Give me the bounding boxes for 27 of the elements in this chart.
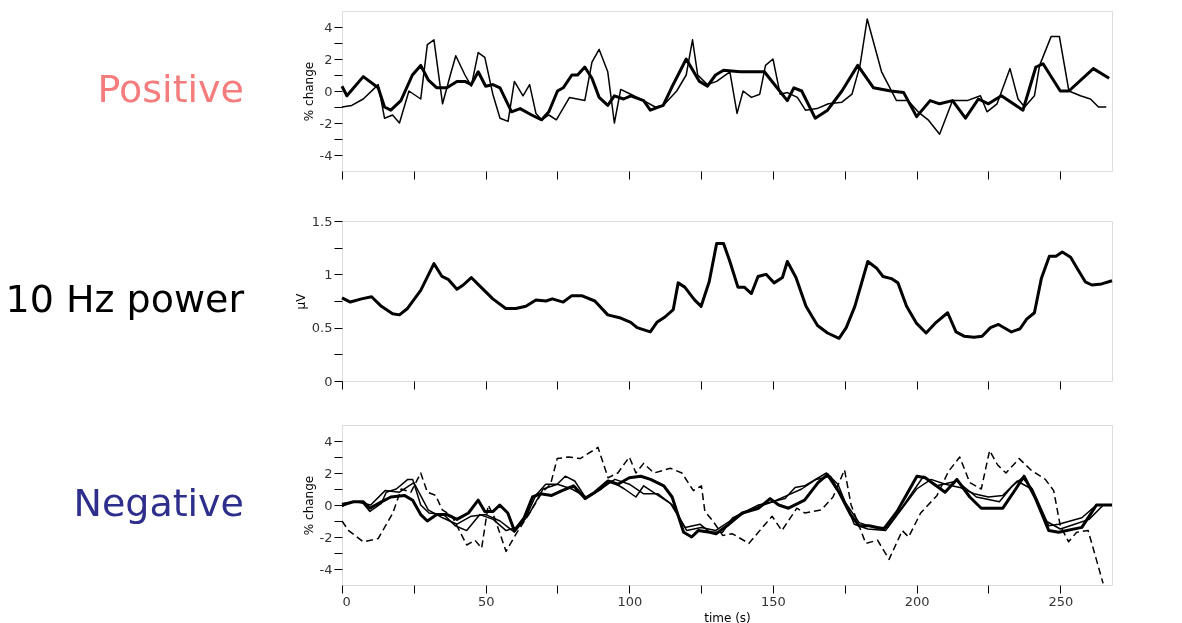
y-axis-title: µV [293, 292, 308, 310]
x-tick-label: 150 [761, 593, 786, 609]
y-tick-label: 2 [324, 465, 333, 481]
text: Negative [73, 481, 244, 525]
x-tick-label: 250 [1048, 593, 1074, 609]
y-tick-label: 0 [324, 373, 333, 389]
y-tick-label: 4 [324, 433, 333, 449]
y-tick-label: 1.5 [311, 213, 333, 229]
y-tick-label: -4 [319, 147, 333, 163]
y-tick-label: 0.5 [311, 320, 333, 336]
y-axis-title: % change [301, 475, 316, 536]
y-tick-label: -2 [319, 115, 333, 131]
y-tick-label: -2 [319, 529, 333, 545]
y-tick-label: -4 [319, 561, 333, 577]
y-tick-label: 2 [324, 51, 333, 67]
y-tick-label: 0 [324, 83, 333, 99]
x-axis-title: time (s) [704, 610, 751, 623]
text: Positive [97, 67, 244, 111]
text: 10 Hz power [5, 277, 245, 321]
y-tick-label: 1 [324, 266, 333, 282]
x-tick-label: 50 [477, 593, 495, 609]
y-tick-label: 4 [324, 19, 333, 35]
x-tick-label: 200 [904, 593, 930, 609]
x-tick-label: 0 [342, 593, 351, 609]
x-tick-label: 100 [617, 593, 643, 609]
y-axis-title: % change [301, 61, 316, 122]
y-tick-label: 0 [324, 497, 333, 513]
